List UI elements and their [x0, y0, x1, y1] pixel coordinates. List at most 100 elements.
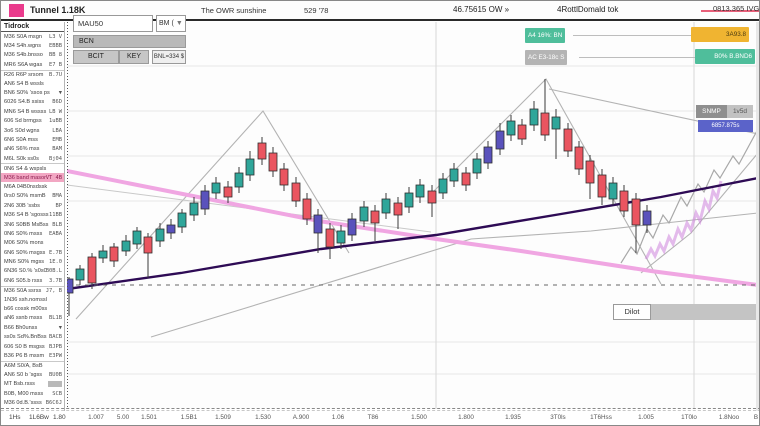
market-watch-row[interactable]: AN6 S4 B wssls	[1, 79, 64, 88]
sell-button[interactable]: BCN	[73, 35, 186, 48]
sidebar-footer-label[interactable]: 1L6Bw	[29, 414, 49, 421]
symbol-value: Bj04	[49, 155, 62, 162]
market-watch-row[interactable]: 6N6 S0% msgss E.7B	[1, 248, 64, 257]
market-watch-row[interactable]: B36 P6 B mssm E3PW	[1, 351, 64, 360]
market-watch-row[interactable]: M36 band mason VT 4B	[1, 172, 64, 183]
time-tick-label: 1.501	[141, 414, 157, 421]
market-watch-row[interactable]: 1N36 ssh.nomssl	[1, 295, 64, 304]
sidebar-footer-label[interactable]: 1.80	[53, 414, 66, 421]
market-watch-row[interactable]: MR6 S6A wgas E7 B	[1, 60, 64, 69]
market-watch-row[interactable]: 0rs0 S0% msmB BMA	[1, 192, 64, 201]
market-watch-row[interactable]: R26 R6P srsom B.7U	[1, 69, 64, 79]
market-watch-row[interactable]: M36 S0A ssrss J7, B	[1, 285, 64, 295]
symbol-value: EABA	[49, 230, 62, 237]
market-watch-row[interactable]: B0B, M00 msss SCB	[1, 389, 64, 398]
sidebar-footer-label[interactable]: 1Hs	[9, 414, 21, 421]
symbol-label: 1N36 ssh.nomssl	[4, 296, 47, 303]
market-watch-row[interactable]: M36 S4b.bnsso BB 8	[1, 51, 64, 60]
symbol-value: BL1B	[49, 315, 62, 322]
symbol-value: BP	[55, 202, 63, 209]
time-tick-label: 5.00	[116, 414, 130, 421]
symbol-value: BMA	[52, 193, 62, 200]
timeframe-select[interactable]: BM ( ▼	[156, 15, 186, 32]
market-watch-row[interactable]: MT Bsb.rsss	[1, 379, 64, 388]
symbol-value: E3PW	[49, 352, 62, 359]
symbol-label: 3N6 S0BB MsBss	[4, 221, 49, 228]
time-tick-label: 1T6Hss	[590, 414, 612, 421]
market-watch-row[interactable]: M34 S4h.wgns EBBB	[1, 41, 64, 50]
last-price-badge: 6857.875s	[698, 120, 753, 132]
time-axis[interactable]: 1Hs 1L6Bw 1.80 1.007 5.00 1.501 1.5B1 1.509 1.53…	[1, 412, 759, 425]
time-tick-label: 1.8Noo	[718, 414, 740, 421]
symbol-label: M36 0d.B.'ssss	[4, 399, 42, 406]
symbol-label: M06 S0% mons	[4, 240, 44, 247]
order-level-line	[573, 35, 691, 36]
market-watch-row[interactable]: M36 S4 B 'sgosss 11BB	[1, 210, 64, 219]
market-watch-row[interactable]: M6L S0k ss0s Bj04	[1, 154, 64, 163]
time-tick-label: B	[753, 414, 759, 421]
symbol-label: MN6 S0% mgss	[4, 259, 45, 266]
market-watch-row[interactable]: 0N6 S4 & wspsls	[1, 163, 64, 172]
symbol-value: 11BB	[49, 212, 62, 219]
market-watch-sidebar: Tidrock M36 S0A msgn L3 V M34 S4h.wgns EBBB…	[1, 22, 65, 411]
market-watch-row[interactable]: 606 S0 B msgss BJPB	[1, 342, 64, 351]
market-watch-row[interactable]: b66 cossk m00ss	[1, 304, 64, 313]
header-bar: Tunnel 1.18K The OWR sunshine 529 '78 46…	[1, 1, 760, 21]
symbol-value: LB W	[49, 108, 62, 115]
candlestick-chart[interactable]	[67, 22, 758, 409]
symbol-value: L3 V	[49, 33, 62, 40]
market-watch-row[interactable]: AN6 S0 b 'sgss BU0B	[1, 370, 64, 379]
pane-button[interactable]: Dilot	[613, 304, 651, 320]
market-watch-row[interactable]: 0N6 S0% msss EABA	[1, 229, 64, 238]
symbol-label: MN6 S4 B wssss	[4, 108, 47, 115]
symbol-label: 606 Sd brmgss	[4, 118, 42, 125]
symbol-label: 6N6 S0% msgss	[4, 249, 46, 256]
buy-button[interactable]: BCIT	[73, 50, 119, 64]
symbol-label: AN6 S0 b 'sgss	[4, 371, 43, 378]
header-pl-value: 0813.365 IVG	[713, 4, 760, 13]
order-level-price-badge[interactable]: 3A93.8	[691, 27, 749, 42]
market-watch-row[interactable]: 3o6 S0d wgns LBA	[1, 126, 64, 135]
market-watch-row[interactable]: M36 0d.B.'ssss B6C6J	[1, 398, 64, 407]
symbol-value: BACB	[49, 334, 62, 341]
symbol-label: M6A 04B0nsdssk	[4, 183, 48, 190]
market-watch-row[interactable]: M36 S0A msgn L3 V	[1, 32, 64, 41]
market-watch-row[interactable]: A6M S0/A, BsB	[1, 360, 64, 370]
symbol-label: R26 R6P srsom	[4, 71, 44, 78]
symbol-value: EBBB	[49, 43, 62, 50]
market-watch-row[interactable]: aN6 ssnb msss BL1B	[1, 314, 64, 323]
symbol-value: VT 4B	[45, 174, 62, 181]
market-watch-row[interactable]: 2N6 30B 'ssbs BP	[1, 201, 64, 210]
symbol-value: B0B.L	[45, 268, 62, 275]
lot-size-field[interactable]: BNL=334 $	[152, 50, 186, 64]
order-level-price-badge[interactable]: B0% B.BND6	[695, 49, 755, 64]
symbol-value: BU0B	[49, 371, 62, 378]
market-watch-row[interactable]: B66 Bh0unss ▼	[1, 323, 64, 332]
market-watch-row[interactable]: M6A 04B0nsdssk	[1, 182, 64, 191]
symbol-label: B66 Bh0unss	[4, 324, 38, 331]
market-watch-row[interactable]: 6026 S4.B ssiss B6D	[1, 98, 64, 107]
new-order-button[interactable]: KEY	[119, 50, 149, 64]
symbol-label: M36 S4b.bnsso	[4, 52, 43, 59]
market-watch-row[interactable]: 3N6 S0BB MsBss BLB	[1, 220, 64, 229]
symbol-input[interactable]: MAU50	[73, 15, 153, 32]
market-watch-row[interactable]: MN6 S0% mgss 1E.0	[1, 257, 64, 266]
symbol-label: ss0s Sd%.BnBss	[4, 334, 47, 341]
symbol-value: 1E.0	[49, 259, 62, 266]
market-watch-row[interactable]: M06 S0% mons	[1, 239, 64, 248]
account-title: Tunnel 1.18K	[30, 5, 86, 15]
market-watch-row[interactable]: MN6 S4 B wssss LB W	[1, 107, 64, 116]
market-watch-row[interactable]: 6N36 S0.% 's0s0 B0B.L	[1, 267, 64, 276]
market-watch-row[interactable]: 6N6 S0A mss EMB	[1, 135, 64, 144]
symbol-label: 0rs0 S0% msmB	[4, 193, 46, 200]
market-watch-row[interactable]: BN6 S0% 'ssos ps ▼	[1, 88, 64, 97]
market-watch-row[interactable]: 606 Sd brmgss 1uBB	[1, 117, 64, 126]
right-scroll-strip[interactable]	[756, 22, 759, 411]
market-watch-row[interactable]: aN6 S6% mss BAM	[1, 145, 64, 154]
time-tick-label: 1.005	[638, 414, 654, 421]
order-level-left-badge[interactable]: AC E3-18c S	[525, 50, 568, 65]
order-level-left-badge[interactable]: A4 16%: BN	[525, 28, 566, 43]
symbol-value: BJPB	[49, 343, 62, 350]
market-watch-row[interactable]: 6N6 S05.b rsss 3.7B	[1, 276, 64, 285]
market-watch-row[interactable]: ss0s Sd%.BnBss BACB	[1, 333, 64, 342]
